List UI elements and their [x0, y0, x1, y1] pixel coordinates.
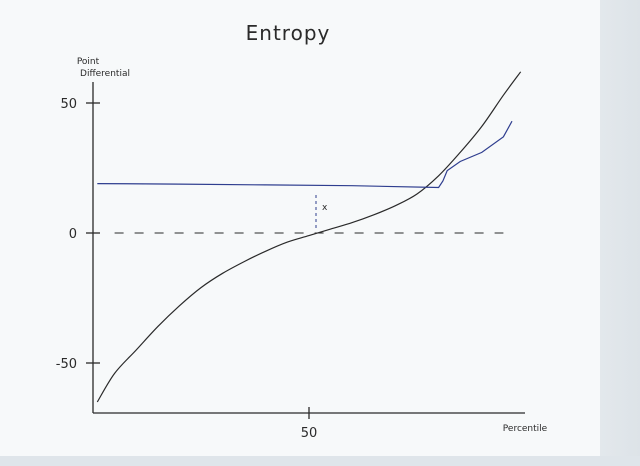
entropy-curve	[96, 71, 522, 403]
x-marker-label: x	[322, 203, 328, 213]
paper-bottom-shadow	[0, 456, 640, 466]
y-tick-label: -50	[56, 357, 77, 372]
y-axis-label-line1: Point	[77, 57, 100, 67]
paper-edge-shadow	[600, 0, 640, 466]
y-tick-label: 0	[69, 227, 77, 242]
y-tick-label: 50	[60, 97, 77, 112]
chart-title: Entropy	[246, 21, 331, 45]
blue-threshold-line	[97, 120, 513, 189]
y-axis-label-line2: Differential	[80, 69, 130, 79]
x-tick-label: 50	[301, 426, 318, 441]
x-axis-label: Percentile	[503, 424, 548, 434]
